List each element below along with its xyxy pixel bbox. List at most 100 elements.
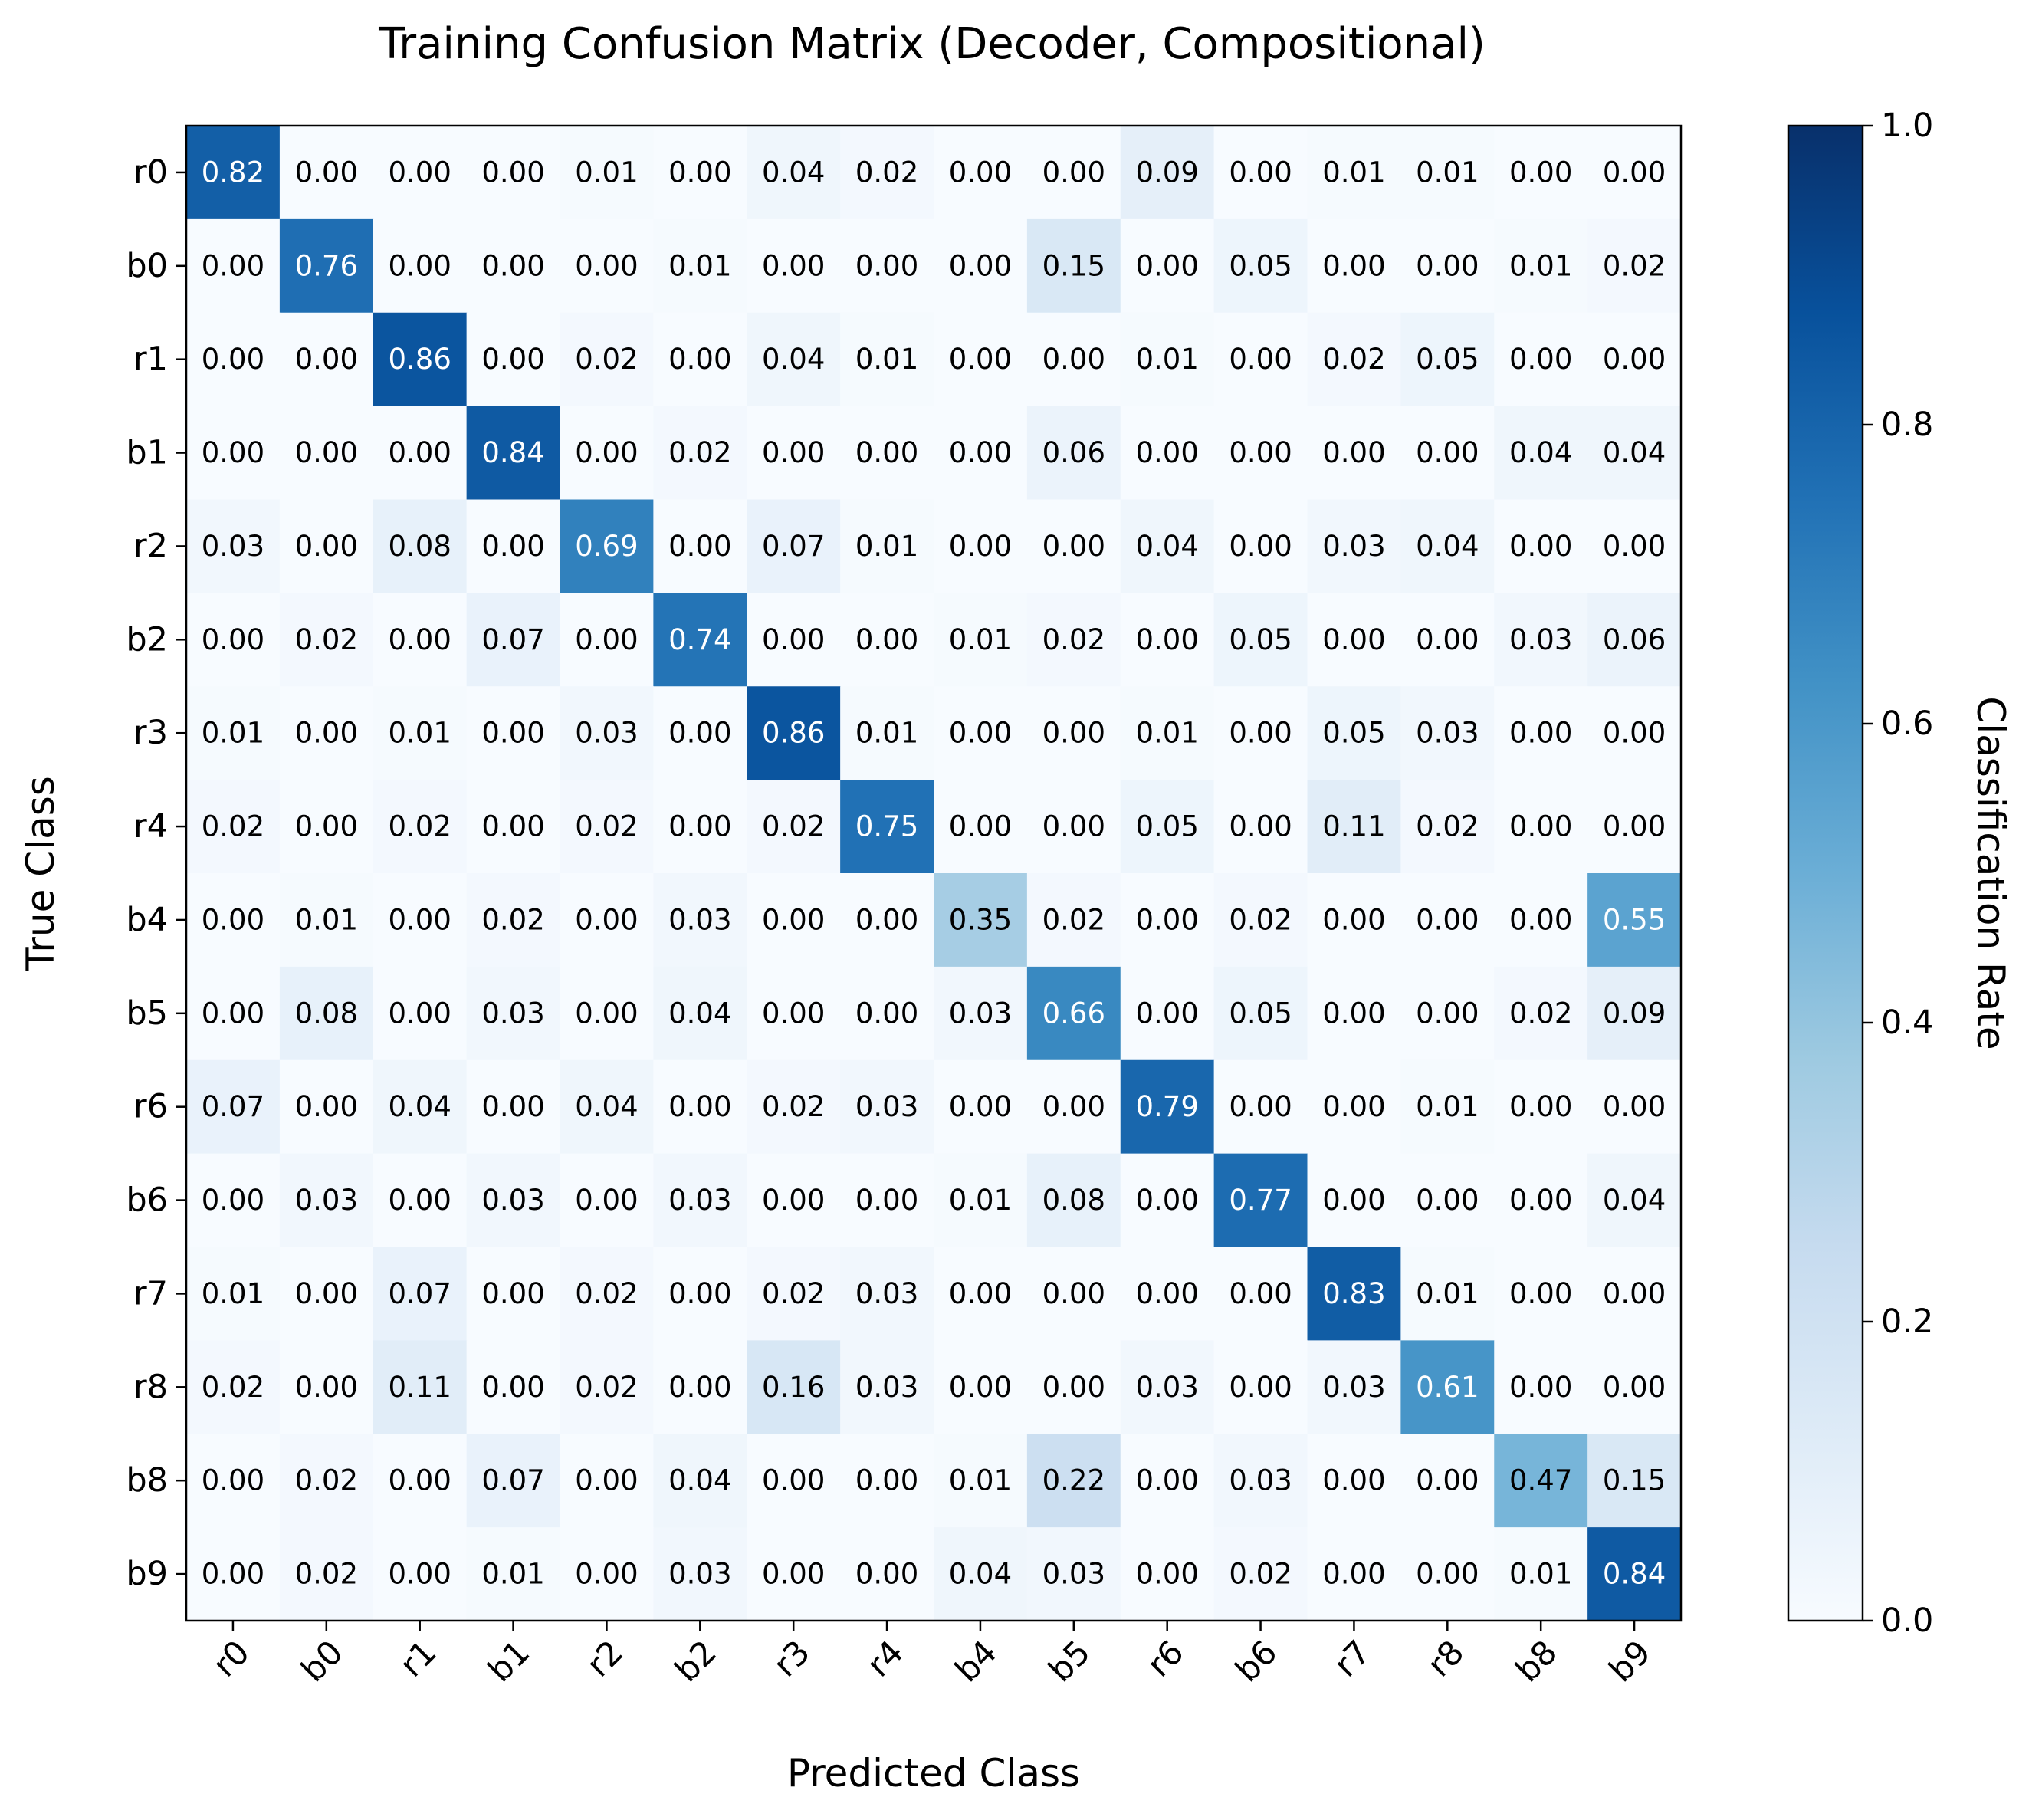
heatmap-cell <box>747 966 841 1061</box>
heatmap-cell <box>560 593 654 687</box>
x-tick-label: r2 <box>579 1633 631 1684</box>
heatmap-cell-label: 0.00 <box>202 436 264 469</box>
heatmap-cell <box>934 1153 1028 1248</box>
heatmap-cell <box>186 873 281 967</box>
heatmap-cell <box>1120 1059 1215 1155</box>
x-tick-label: b6 <box>1228 1633 1285 1690</box>
heatmap-cell <box>747 406 841 501</box>
heatmap-cell <box>653 1340 747 1434</box>
heatmap-cell <box>186 1247 281 1341</box>
heatmap-cell-label: 0.47 <box>1509 1464 1572 1497</box>
heatmap-cell-label: 0.00 <box>1135 1277 1198 1310</box>
heatmap-cell-label: 0.01 <box>295 903 358 936</box>
heatmap-cell <box>1026 218 1121 314</box>
heatmap-cell <box>1400 873 1495 967</box>
heatmap-cell-label: 0.00 <box>295 1090 358 1123</box>
x-tick-label: r3 <box>767 1633 818 1684</box>
heatmap-cell <box>934 499 1028 593</box>
heatmap-cell <box>1400 1340 1495 1434</box>
heatmap-cell <box>1494 1153 1588 1248</box>
heatmap-cell <box>279 873 374 967</box>
heatmap-cell <box>747 499 841 593</box>
heatmap-cell-label: 0.00 <box>295 717 358 750</box>
heatmap-cell <box>279 1059 374 1155</box>
heatmap-cell-label: 0.07 <box>481 1464 544 1497</box>
heatmap-cell-label: 0.00 <box>949 1277 1012 1310</box>
heatmap-cell <box>560 873 654 967</box>
heatmap-cell-label: 0.00 <box>1042 810 1105 843</box>
heatmap-cell <box>1213 218 1308 314</box>
heatmap-cell-label: 0.01 <box>202 717 264 750</box>
heatmap-cell-label: 0.01 <box>855 343 918 376</box>
heatmap-cell-label: 0.08 <box>1042 1184 1105 1217</box>
heatmap-cell <box>1120 966 1215 1061</box>
heatmap-cell <box>840 406 934 501</box>
heatmap-cell-label: 0.03 <box>1135 1371 1198 1404</box>
heatmap-cell-label: 0.05 <box>1229 997 1292 1030</box>
heatmap-cell <box>560 780 654 874</box>
heatmap-cell-label: 0.00 <box>1509 903 1572 936</box>
heatmap-cell-label: 0.00 <box>481 717 544 750</box>
heatmap-cell <box>1307 686 1401 780</box>
heatmap-cell-label: 0.04 <box>1509 436 1572 469</box>
heatmap-cell-label: 0.00 <box>855 623 918 656</box>
heatmap-cell <box>653 1247 747 1341</box>
heatmap-cell-label: 0.00 <box>1229 1371 1292 1404</box>
heatmap-cell <box>373 1434 468 1528</box>
heatmap-cell-label: 0.02 <box>295 623 358 656</box>
heatmap-cell-label: 0.07 <box>388 1277 451 1310</box>
heatmap-cell <box>1587 873 1682 967</box>
heatmap-cell <box>1307 873 1401 967</box>
heatmap-cell <box>1400 1153 1495 1248</box>
heatmap-cell <box>1120 593 1215 687</box>
heatmap-cell <box>373 1059 468 1155</box>
heatmap-cell <box>373 126 468 220</box>
y-axis-ticks: r0 b0 r1 b1 r2 b2 r3 r4 b4 b5 r6 b6 r7 r8 b8 b9 <box>126 153 186 1593</box>
heatmap-cell-label: 0.00 <box>1416 997 1479 1030</box>
heatmap-cell <box>934 1434 1028 1528</box>
x-tick-label: r4 <box>860 1633 911 1684</box>
heatmap-cell-label: 0.00 <box>1416 1558 1479 1591</box>
heatmap-cell <box>934 1247 1028 1341</box>
heatmap-cell-label: 0.00 <box>762 249 825 282</box>
heatmap-cell <box>653 126 747 220</box>
x-axis-ticks: r0 b0 r1 b1 r2 b2 r3 r4 b4 b5 r6 b6 r7 r8 b8 b9 <box>205 1621 1659 1690</box>
heatmap-cell-label: 0.03 <box>855 1371 918 1404</box>
heatmap-cell <box>1120 780 1215 874</box>
heatmap-cell <box>840 873 934 967</box>
heatmap-cell-label: 0.01 <box>855 717 918 750</box>
heatmap-cell-label: 0.00 <box>762 903 825 936</box>
heatmap-cell-label: 0.83 <box>1322 1277 1385 1310</box>
heatmap-cell-label: 0.00 <box>668 717 731 750</box>
heatmap-cell <box>1307 1059 1401 1155</box>
heatmap-cell-label: 0.03 <box>1322 530 1385 563</box>
heatmap-cell <box>1120 1153 1215 1248</box>
heatmap-cell <box>466 686 561 780</box>
heatmap-cell <box>466 1527 561 1621</box>
heatmap-cell <box>1400 593 1495 687</box>
x-tick-label: r1 <box>392 1633 444 1684</box>
plot-frame <box>185 124 1683 1622</box>
y-tick-label: r7 <box>133 1274 168 1312</box>
heatmap-cell-label: 0.00 <box>949 1371 1012 1404</box>
heatmap-cell-label: 0.00 <box>1509 717 1572 750</box>
heatmap-cell <box>1587 780 1682 874</box>
heatmap-cell-label: 0.75 <box>855 810 918 843</box>
heatmap-cell <box>1587 593 1682 687</box>
heatmap-cell-label: 0.00 <box>1135 997 1198 1030</box>
heatmap-cell-label: 0.00 <box>575 436 638 469</box>
heatmap-cell <box>279 218 374 314</box>
y-tick-label: b5 <box>126 994 168 1033</box>
heatmap-cell <box>1494 1247 1588 1341</box>
heatmap-cell <box>279 1153 374 1248</box>
heatmap-cell <box>373 1527 468 1621</box>
heatmap-cell-label: 0.01 <box>949 623 1012 656</box>
heatmap-cell <box>186 686 281 780</box>
heatmap-cell-label: 0.01 <box>1135 343 1198 376</box>
heatmap-cell <box>560 966 654 1061</box>
heatmap-cell <box>1307 1434 1401 1528</box>
heatmap-cell <box>1120 1340 1215 1434</box>
heatmap-cell <box>747 873 841 967</box>
heatmap-cell <box>747 126 841 220</box>
